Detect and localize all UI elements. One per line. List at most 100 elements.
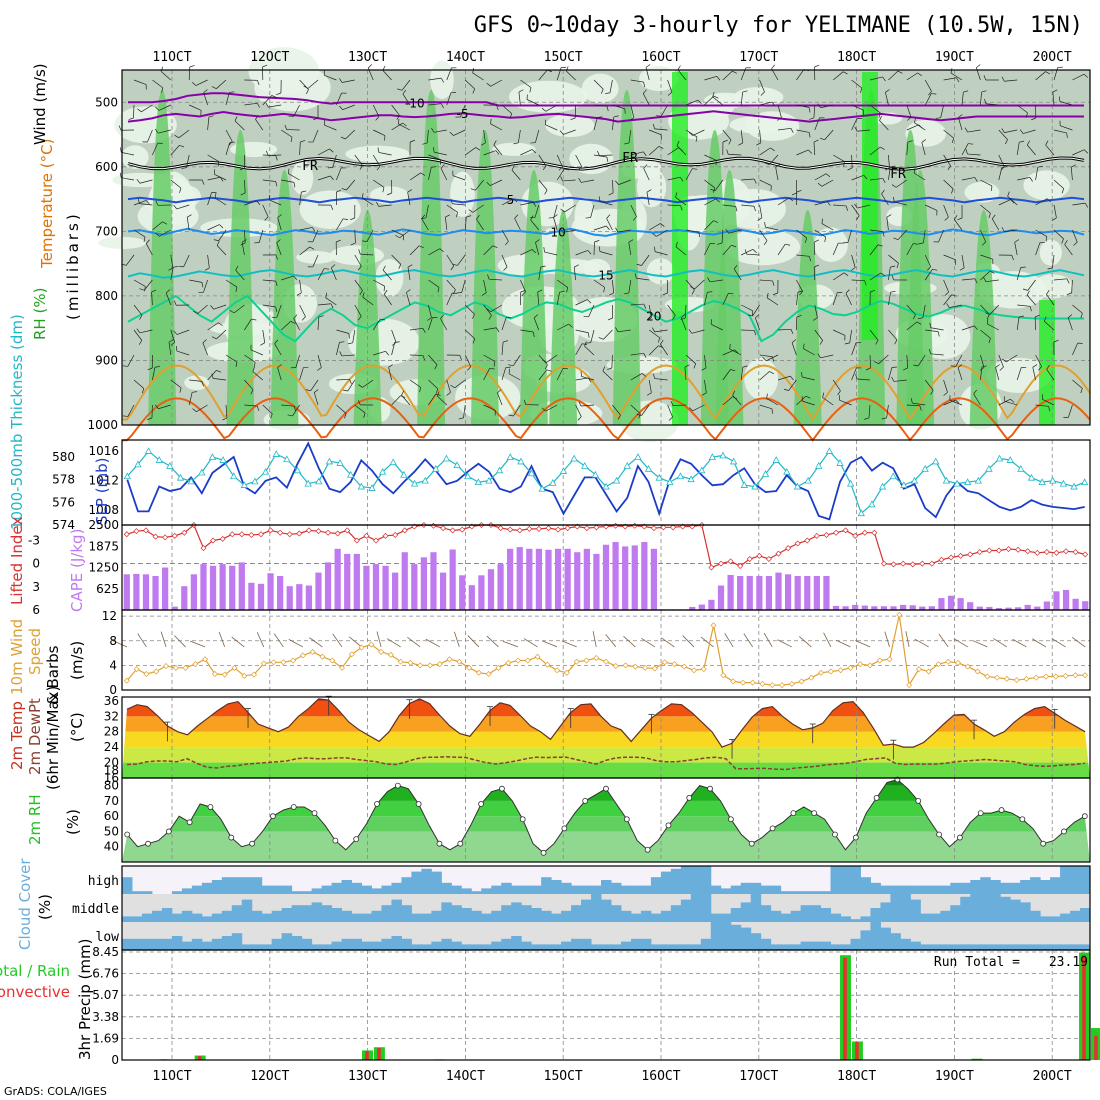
wind-barb xyxy=(497,392,503,406)
temp-band xyxy=(122,747,1090,763)
wind-barb xyxy=(464,79,475,90)
pressure-tick: 500 xyxy=(95,95,118,109)
wind-barb xyxy=(133,229,146,238)
cloud-bar xyxy=(591,894,602,922)
li-marker xyxy=(555,526,562,533)
wind-barb-flag xyxy=(264,216,269,221)
wind-barb-flag xyxy=(1084,202,1089,208)
cloud-bar xyxy=(1020,944,1031,950)
cloud-ylabel: Cloud Cover xyxy=(16,858,34,950)
wind-barb xyxy=(888,292,891,306)
cloud-bar xyxy=(122,916,133,922)
wind-barb xyxy=(225,129,233,142)
wind-barb xyxy=(490,179,503,186)
wind-barb-flag xyxy=(929,322,932,328)
wind-barb xyxy=(991,218,1000,231)
cape-bar xyxy=(363,565,370,610)
wind-barb xyxy=(158,404,171,410)
rh-marker xyxy=(665,822,672,829)
wind-barb xyxy=(704,75,717,81)
cloud-bar xyxy=(700,866,712,894)
slp-marker xyxy=(453,461,461,469)
wind-barb xyxy=(233,304,245,314)
wind-barb-flag xyxy=(1010,398,1015,403)
cloud-bar xyxy=(471,891,482,894)
wind-barb xyxy=(409,327,423,331)
temp-tick: 28 xyxy=(104,725,119,739)
wind-barb-flag xyxy=(155,200,159,206)
wind-barb-flag xyxy=(317,367,322,371)
wind-barb xyxy=(428,103,442,106)
cape-bar xyxy=(583,548,590,610)
wind-barb xyxy=(437,395,448,406)
wind-barb xyxy=(277,367,282,381)
date-label-bottom: 16OCT xyxy=(641,1069,680,1084)
li-marker xyxy=(986,547,993,554)
li-marker xyxy=(440,525,447,532)
wind-barb-flag xyxy=(252,366,255,372)
wind-barb xyxy=(740,92,743,106)
frame-precip xyxy=(121,949,1091,1061)
cloud-bar xyxy=(740,927,752,950)
wind-barb xyxy=(704,198,717,206)
wind-barb xyxy=(139,179,153,184)
cloud-bar xyxy=(1010,944,1021,950)
wind-barb xyxy=(886,404,889,418)
wind-barb-flag xyxy=(974,325,978,330)
rh-marker xyxy=(748,840,755,847)
wind-barb xyxy=(667,204,681,206)
cloud-bar xyxy=(1000,882,1011,894)
slp-marker xyxy=(421,476,429,484)
wind-barb xyxy=(839,399,852,406)
wind-barb xyxy=(544,251,558,256)
wind-barb-flag xyxy=(472,338,476,344)
cape-bar xyxy=(229,565,236,610)
cloud-bar xyxy=(561,941,572,950)
surface-barb xyxy=(160,631,167,648)
wind-barb xyxy=(588,304,595,317)
wind-barb-flag xyxy=(791,339,797,344)
surface-barb xyxy=(905,631,910,648)
wind-barb xyxy=(940,104,944,118)
wind-barb-flag xyxy=(523,399,527,405)
wind-barb-flag xyxy=(845,205,848,211)
wind-barb xyxy=(796,104,810,108)
wind-marker xyxy=(876,657,883,664)
wind-barb-flag xyxy=(735,206,738,212)
wind-barb xyxy=(518,92,521,106)
wind-barb xyxy=(685,99,699,106)
wind-barb-flag xyxy=(446,392,451,396)
precip-convective-bar xyxy=(1094,1035,1098,1060)
wind-barb xyxy=(851,204,860,216)
wind-barb-flag xyxy=(216,240,220,246)
pressure-tick: 800 xyxy=(95,289,118,303)
cape-bar xyxy=(507,548,514,610)
cape-bar xyxy=(190,574,197,610)
wind-barb-flag xyxy=(235,361,238,367)
rh-tick: 50 xyxy=(104,824,119,838)
wind-barb-flag xyxy=(276,239,281,244)
cloud-bar xyxy=(571,938,582,950)
wind-barb xyxy=(746,253,760,256)
isotherm-lines: -10-55101520FRFRFR xyxy=(122,92,1091,442)
wind-barb xyxy=(922,304,926,318)
cloud-bar xyxy=(351,882,363,894)
cape-bar xyxy=(123,574,130,610)
wind-barb-flag xyxy=(488,315,492,320)
wind-barb-flag xyxy=(636,263,642,266)
cloud-bar xyxy=(541,877,552,894)
wind-barb xyxy=(721,229,724,243)
li-tick: 3 xyxy=(32,580,40,594)
cloud-bar xyxy=(281,908,293,922)
wind-barb-flag xyxy=(270,413,273,419)
wind-barb-flag xyxy=(891,184,897,188)
wind-barb xyxy=(127,404,135,417)
wind-barb xyxy=(121,177,135,181)
wind-barb-flag xyxy=(529,87,532,93)
wind-barb xyxy=(1016,367,1022,381)
wind-barb-flag xyxy=(161,87,164,93)
rh-marker xyxy=(499,785,505,792)
rh-marker xyxy=(728,816,734,823)
wind-barb xyxy=(943,204,949,218)
surface-barb xyxy=(190,640,206,648)
